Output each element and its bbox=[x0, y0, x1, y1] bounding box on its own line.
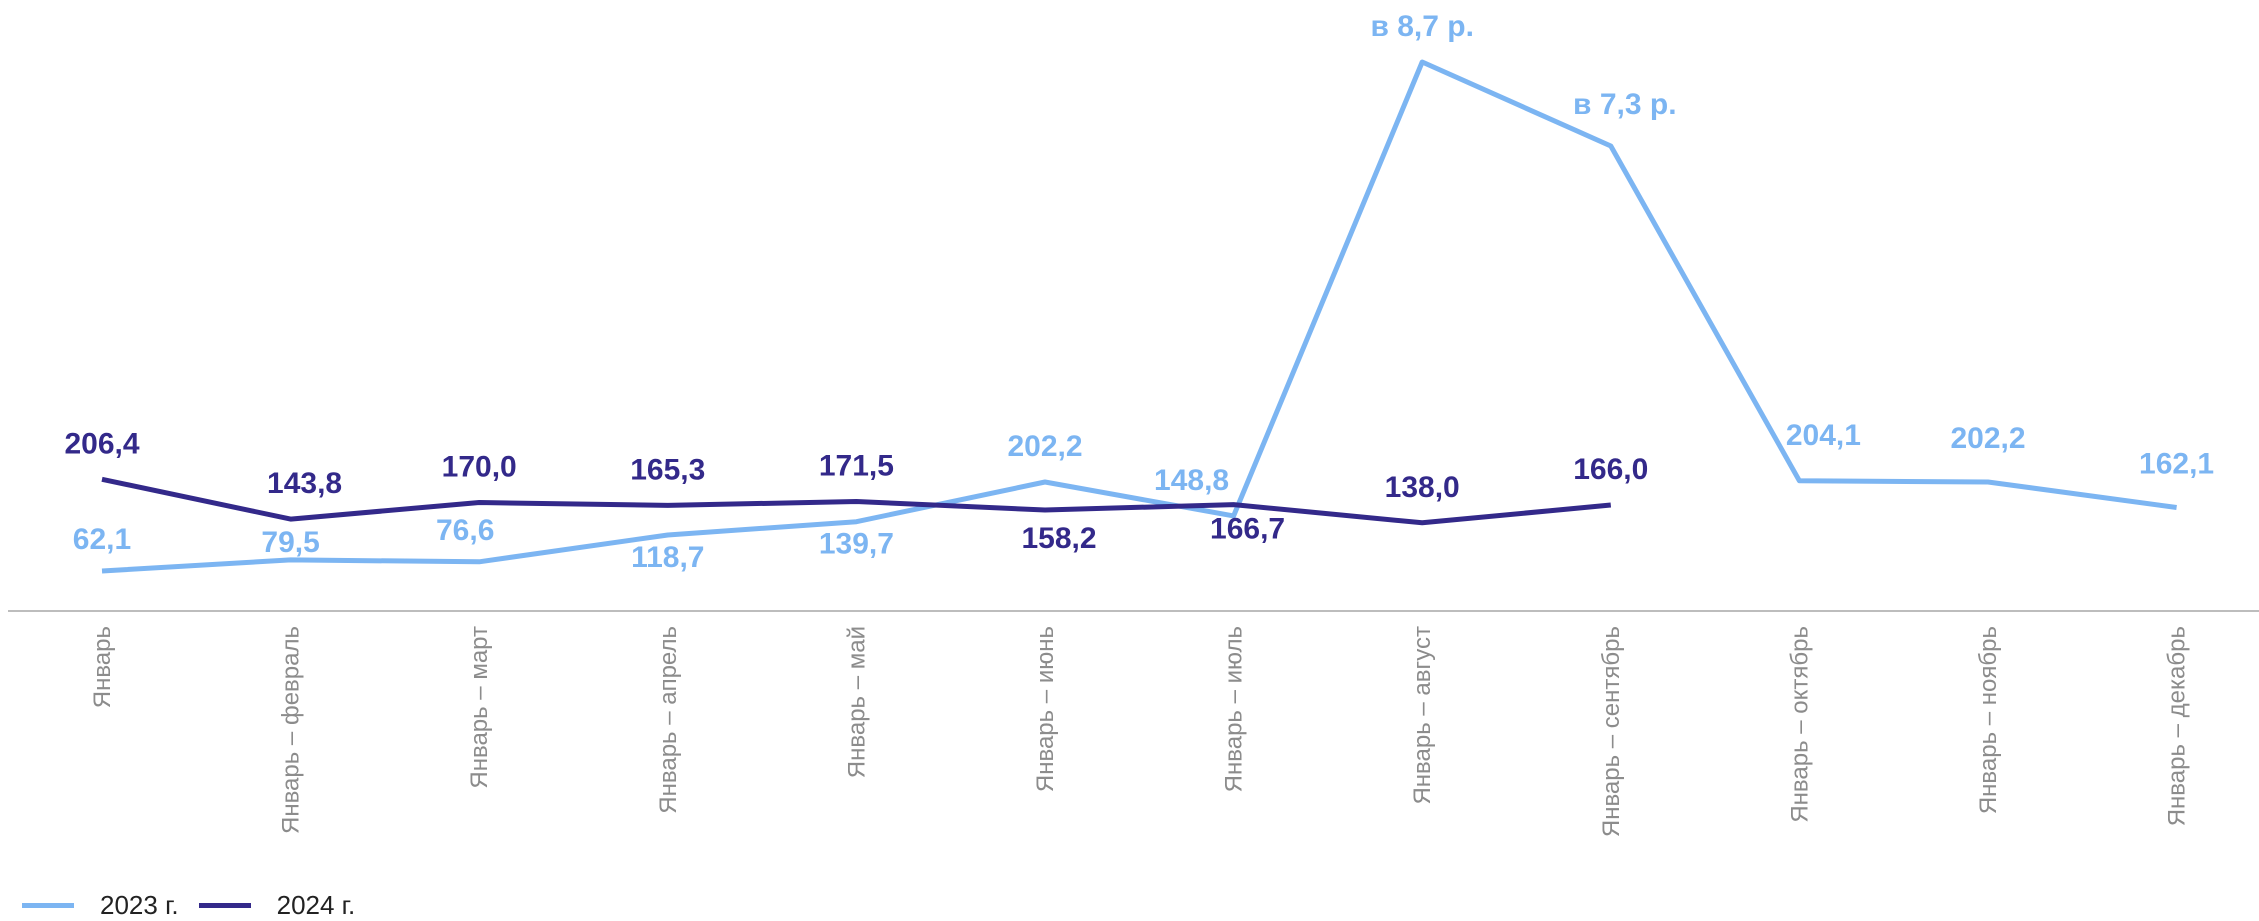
x-tick-labels: Январь Январь – февраль Январь – март Январ… bbox=[89, 626, 2191, 837]
x-tick-label: Январь – март bbox=[466, 626, 493, 789]
data-label: в 8,7 р. bbox=[1370, 10, 1473, 43]
legend-swatch-2023 bbox=[22, 903, 74, 908]
legend-label-2023: 2023 г. bbox=[100, 890, 179, 920]
legend-swatch-2024 bbox=[198, 903, 251, 908]
data-label: 165,3 bbox=[630, 453, 705, 486]
series-line-2024 bbox=[101, 476, 1612, 526]
data-label: 202,2 bbox=[1007, 430, 1082, 463]
x-tick-label: Январь – июль bbox=[1221, 626, 1248, 792]
legend-item-2023: 2023 г. bbox=[22, 890, 179, 921]
x-tick-label: Январь bbox=[89, 626, 116, 708]
data-label: в 7,3 р. bbox=[1573, 88, 1676, 121]
data-label: 166,0 bbox=[1573, 453, 1648, 486]
x-tick-label: Январь – август bbox=[1409, 626, 1436, 805]
x-tick-label: Январь – февраль bbox=[278, 626, 305, 834]
x-tick-label: Январь – июнь bbox=[1032, 626, 1059, 792]
x-tick-label: Январь – апрель bbox=[655, 626, 682, 814]
data-label: 171,5 bbox=[819, 450, 894, 483]
x-tick-label: Январь – октябрь bbox=[1786, 626, 1813, 823]
data-label: 162,1 bbox=[2139, 448, 2214, 481]
data-labels: 62,1 79,5 76,6 118,7 139,7 202,2 148,8 в 8,7 р.… bbox=[64, 10, 2214, 574]
data-label: 118,7 bbox=[631, 541, 704, 574]
data-label: 170,0 bbox=[442, 451, 517, 484]
x-tick-label: Январь – май bbox=[843, 626, 870, 778]
series-line-2023 bbox=[101, 59, 2177, 574]
x-tick-label: Январь – сентябрь bbox=[1598, 626, 1625, 837]
legend: 2023 г. 2024 г. bbox=[22, 890, 375, 921]
data-label: 202,2 bbox=[1950, 422, 2025, 455]
legend-label-2024: 2024 г. bbox=[276, 890, 356, 920]
data-label: 206,4 bbox=[64, 427, 139, 460]
data-label: 143,8 bbox=[267, 467, 342, 500]
data-label: 204,1 bbox=[1786, 419, 1861, 452]
data-label: 138,0 bbox=[1385, 471, 1460, 504]
data-label: 148,8 bbox=[1154, 464, 1229, 497]
series-lines bbox=[101, 59, 2177, 574]
x-tick-label: Январь – декабрь bbox=[2164, 626, 2191, 826]
legend-item-2024: 2024 г. bbox=[198, 890, 356, 921]
data-label: 79,5 bbox=[261, 526, 319, 559]
x-tick-label: Январь – ноябрь bbox=[1975, 626, 2002, 814]
data-label: 62,1 bbox=[73, 523, 131, 556]
data-label: 166,7 bbox=[1210, 513, 1285, 546]
data-label: 158,2 bbox=[1021, 522, 1096, 555]
data-label: 139,7 bbox=[819, 528, 894, 561]
data-label: 76,6 bbox=[436, 514, 494, 547]
